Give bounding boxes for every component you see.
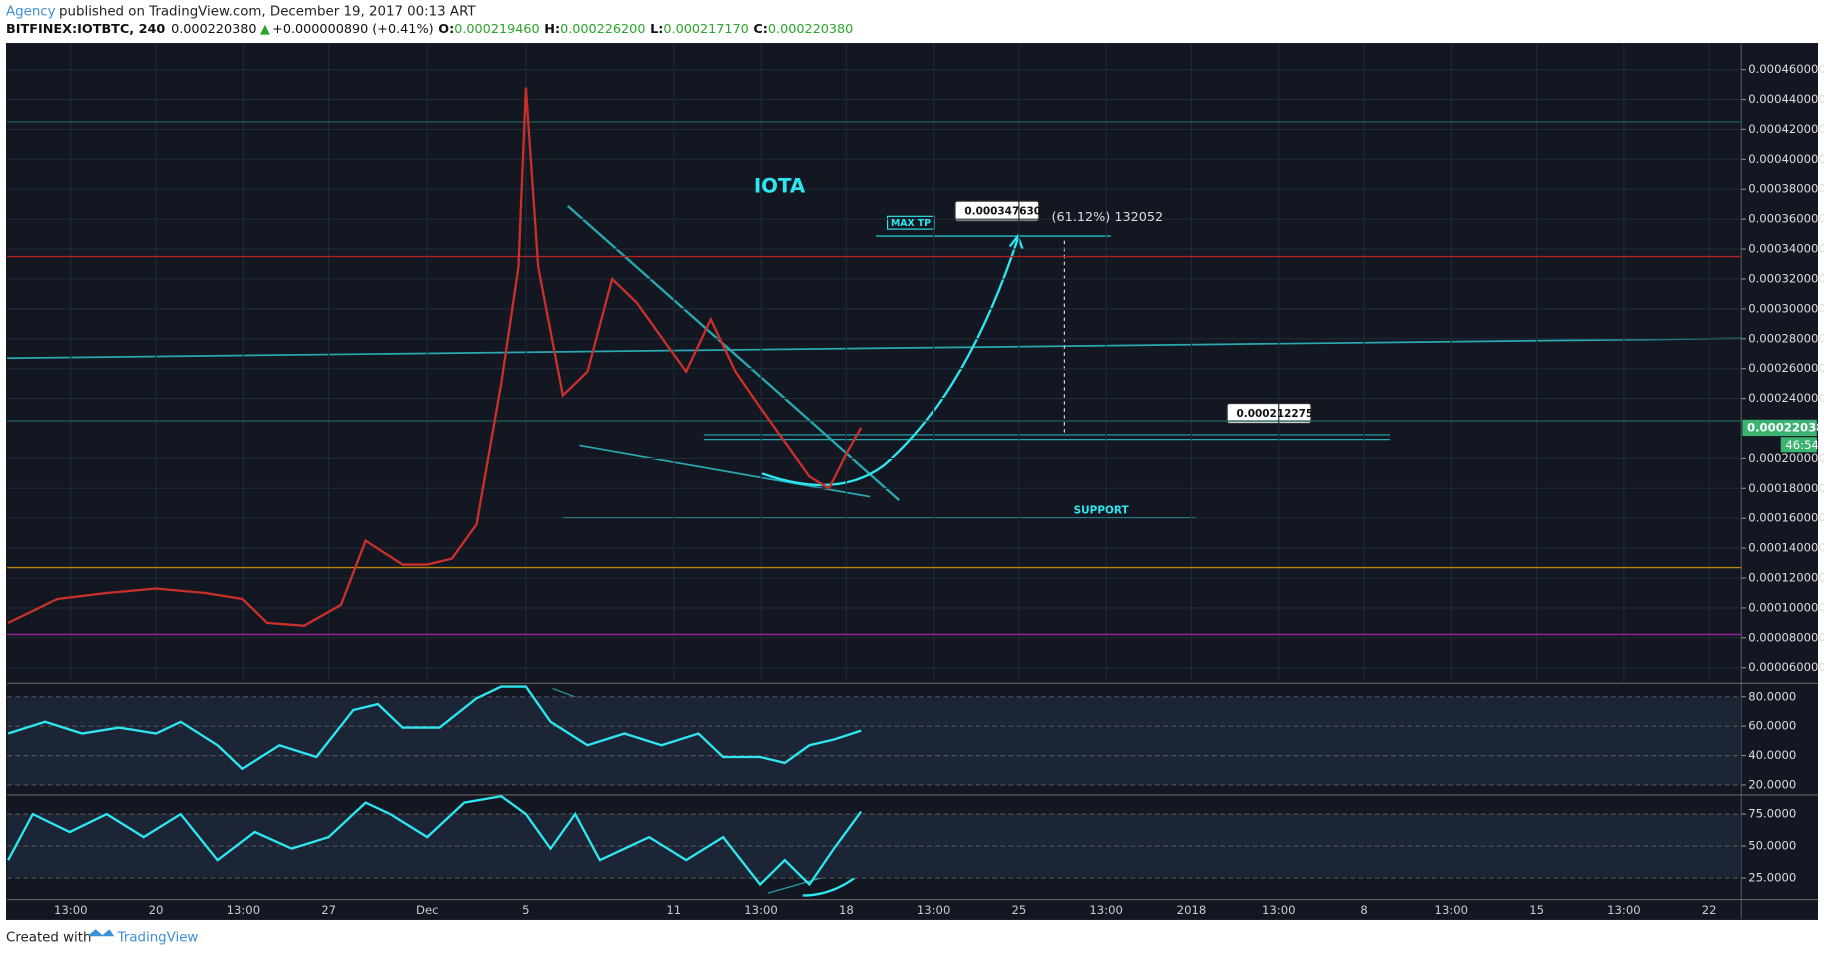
arrow-head: [1008, 233, 1024, 250]
x-tick-label: 20: [149, 903, 164, 917]
annotation: SUPPORT: [1074, 505, 1130, 517]
x-tick-label: 22: [1702, 903, 1717, 917]
trendline: [566, 204, 900, 501]
x-tick-label: 13:00: [1262, 903, 1296, 917]
y-tick-label: 20.0000: [1748, 777, 1796, 791]
annotation: IOTA: [754, 175, 806, 198]
y-tick-label: 0.000060000: [1748, 660, 1824, 674]
x-tick-label: 8: [1360, 903, 1367, 917]
y-tick-label: 0.000280000: [1748, 331, 1824, 345]
published: published on TradingView.com, December 1…: [59, 5, 476, 20]
c: 0.000220380: [768, 22, 853, 37]
main-pane: [7, 44, 1742, 683]
y-tick-label: 0.000360000: [1748, 212, 1824, 226]
y-tick-label: 60.0000: [1748, 719, 1796, 733]
c-label: C:: [753, 22, 768, 37]
y-tick-label: 0.000140000: [1748, 541, 1824, 555]
annotation: 0.000347630: [964, 206, 1041, 218]
y-tick-label: 0.000080000: [1748, 630, 1824, 644]
y-tick-label: 80.0000: [1748, 689, 1796, 703]
x-tick-label: 11: [666, 903, 681, 917]
symbol: BITFINEX:IOTBTC, 240: [6, 22, 165, 37]
x-tick-label: 13:00: [1089, 903, 1123, 917]
y-tick-label: 0.000340000: [1748, 242, 1824, 256]
y-tick-label: 0.000260000: [1748, 361, 1824, 375]
x-tick-label: 13:00: [917, 903, 951, 917]
callout: [954, 200, 1040, 222]
price-line: [7, 87, 863, 628]
x-tick-label: 13:00: [744, 903, 778, 917]
y-tick-label: 0.000320000: [1748, 271, 1824, 285]
y-tick-label: 0.000120000: [1748, 571, 1824, 585]
author[interactable]: Agency: [6, 5, 56, 20]
x-tick-label: 18: [839, 903, 854, 917]
change: +0.000000890 (+0.41%): [272, 22, 433, 37]
l-label: L:: [650, 22, 663, 37]
x-tick-label: 2018: [1177, 903, 1207, 917]
x-tick-label: 27: [321, 903, 336, 917]
x-tick-label: 25: [1012, 903, 1027, 917]
x-tick-label: 13:00: [1607, 903, 1641, 917]
countdown: 46:54: [1785, 438, 1819, 452]
x-tick-label: Dec: [416, 903, 438, 917]
projection-curve: [761, 238, 1019, 487]
y-tick-label: 50.0000: [1748, 839, 1796, 853]
footer-brand[interactable]: TradingView: [117, 930, 199, 945]
y-tick-label: 0.000440000: [1748, 92, 1824, 106]
o: 0.000219460: [454, 22, 539, 37]
annotation: 0.000212275: [1236, 408, 1313, 420]
rsi-line: [7, 685, 862, 771]
y-tick-label: 0.000160000: [1748, 511, 1824, 525]
y-tick-label: 0.000200000: [1748, 451, 1824, 465]
ohlc-line: BITFINEX:IOTBTC, 240 0.000220380 ▲ +0.00000…: [6, 22, 853, 37]
y-tick-label: 75.0000: [1748, 807, 1796, 821]
y-tick-label: 0.000460000: [1748, 62, 1824, 76]
x-tick-label: 13:00: [227, 903, 261, 917]
y-tick-label: 40.0000: [1748, 748, 1796, 762]
y-tick-label: 0.000420000: [1748, 122, 1824, 136]
band: [7, 696, 1742, 785]
o-label: O:: [438, 22, 454, 37]
x-tick-label: 13:00: [1435, 903, 1469, 917]
price-tag: [1742, 419, 1817, 437]
y-tick-label: 0.000180000: [1748, 481, 1824, 495]
y-tick-label: 0.000240000: [1748, 391, 1824, 405]
y-tick-label: 0.000300000: [1748, 301, 1824, 315]
h-label: H:: [544, 22, 560, 37]
arrow: ▲: [260, 22, 270, 37]
countdown-tag: [1780, 437, 1817, 453]
y-tick-label: 25.0000: [1748, 871, 1796, 885]
footer-created: Created with: [6, 930, 91, 945]
callout: [1226, 402, 1312, 424]
y-tick-label: 0.000400000: [1748, 152, 1824, 166]
brand-logo: [88, 929, 115, 937]
x-tick-label: 15: [1529, 903, 1544, 917]
l: 0.000217170: [663, 22, 748, 37]
y-tick-label: 0.000380000: [1748, 182, 1824, 196]
x-tick-label: 5: [522, 903, 529, 917]
trendline: [7, 337, 1742, 360]
header-line: Agency published on TradingView.com, Dece…: [6, 5, 476, 20]
stoch-line: [7, 794, 863, 887]
annotation: (61.12%) 132052: [1052, 210, 1164, 225]
last: 0.000220380: [171, 22, 256, 37]
annotation: MAX TP: [891, 218, 931, 229]
price-tag-label: 0.000220380: [1747, 420, 1824, 434]
h: 0.000226200: [560, 22, 645, 37]
y-tick-label: 0.000100000: [1748, 600, 1824, 614]
drawings: [7, 200, 1742, 897]
x-tick-label: 13:00: [54, 903, 88, 917]
